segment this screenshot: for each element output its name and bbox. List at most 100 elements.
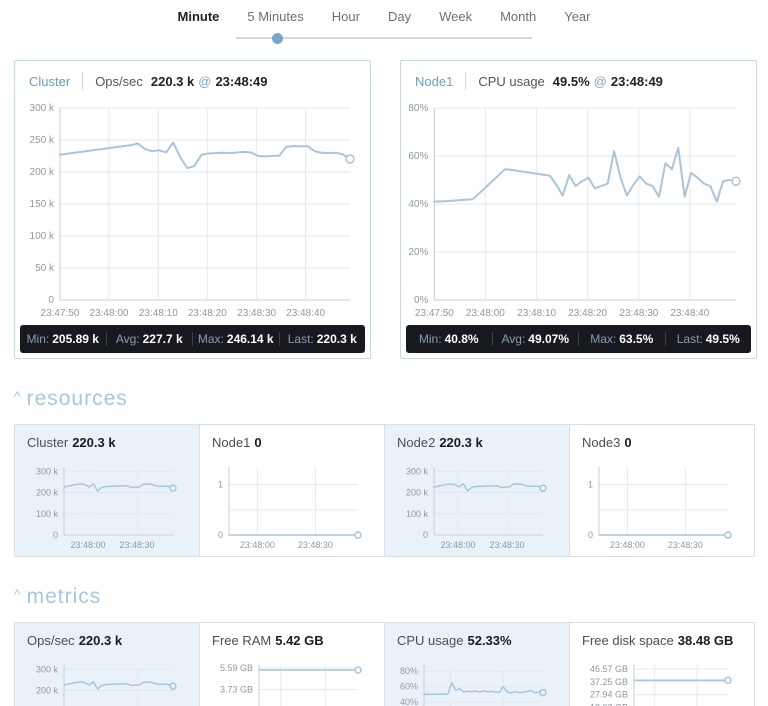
section-title: resources	[26, 387, 128, 410]
card-value: 220.3 k	[78, 633, 123, 648]
svg-text:23:48:00: 23:48:00	[240, 540, 275, 550]
svg-text:23:48:40: 23:48:40	[670, 308, 709, 319]
svg-text:27.94 GB: 27.94 GB	[590, 690, 628, 700]
slider-handle[interactable]	[271, 33, 283, 44]
svg-text:23:47:50: 23:47:50	[415, 308, 454, 319]
svg-text:300 k: 300 k	[30, 103, 55, 114]
svg-text:0: 0	[588, 530, 593, 540]
svg-text:300 k: 300 k	[406, 466, 429, 476]
card-value: 38.48 GB	[677, 633, 734, 648]
stat-avg: Avg: 49.07%	[491, 332, 579, 346]
svg-text:23:48:10: 23:48:10	[139, 308, 178, 319]
slider-track[interactable]	[236, 37, 532, 39]
svg-text:23:48:00: 23:48:00	[440, 540, 475, 550]
resources-cards-row: Cluster 220.3 k 300 k 200 k 100 k 0 23:48:00 2…	[14, 424, 755, 557]
card-value: 5.42 GB	[275, 633, 324, 648]
panel-header: Node1 CPU usage 49.5% @ 23:48:49	[401, 61, 756, 98]
tab-week[interactable]: Week	[439, 9, 473, 24]
time-range-slider[interactable]	[236, 32, 532, 45]
node3-sparkline[interactable]: 1 0 23:48:00 23:48:30	[582, 460, 742, 552]
resource-card-node3[interactable]: Node3 0 1 0 23:48:00 23:48:30	[569, 424, 755, 557]
tab-year[interactable]: Year	[564, 9, 591, 24]
svg-text:0%: 0%	[414, 295, 429, 306]
at-symbol-icon: @	[593, 73, 607, 89]
svg-text:300 k: 300 k	[36, 466, 59, 476]
metric-label: CPU usage	[478, 73, 545, 89]
tab-minute[interactable]: Minute	[177, 9, 220, 24]
svg-text:200 k: 200 k	[36, 686, 59, 696]
metrics-section-header[interactable]: ^ metrics	[14, 585, 768, 609]
panel-node1-cpu: Node1 CPU usage 49.5% @ 23:48:49 80% 60% 4…	[400, 60, 757, 359]
svg-text:20%: 20%	[408, 247, 428, 258]
node1-cpu-chart[interactable]: 80% 60% 40% 20% 0% 23:47:50 23:48:00 23:48:10 23…	[405, 98, 752, 320]
tab-5-minutes[interactable]: 5 Minutes	[247, 9, 304, 24]
card-value: 0	[254, 435, 262, 450]
svg-text:40%: 40%	[400, 697, 418, 706]
panel-cluster-ops: Cluster Ops/sec 220.3 k @ 23:48:49 300 k…	[14, 60, 371, 359]
svg-text:200 k: 200 k	[36, 488, 59, 498]
metric-card-free-disk[interactable]: Free disk space 38.48 GB 46.57 GB 37.25 GB…	[569, 622, 755, 706]
cluster-sparkline[interactable]: 300 k 200 k 100 k 0 23:48:00 23:48:30	[27, 460, 187, 552]
svg-text:0: 0	[48, 295, 54, 306]
svg-text:60%: 60%	[408, 151, 428, 162]
card-name: Node3	[582, 435, 621, 450]
tab-day[interactable]: Day	[387, 9, 412, 24]
tab-month[interactable]: Month	[500, 9, 537, 24]
svg-text:23:48:00: 23:48:00	[610, 540, 645, 550]
svg-text:5.59 GB: 5.59 GB	[220, 663, 253, 673]
svg-text:23:47:50: 23:47:50	[41, 308, 80, 319]
svg-text:0: 0	[53, 530, 58, 540]
card-value: 52.33%	[467, 633, 512, 648]
svg-text:23:48:30: 23:48:30	[668, 540, 703, 550]
metric-label: Ops/sec	[95, 73, 143, 89]
node2-sparkline[interactable]: 300 k 200 k 100 k 0 23:48:00 23:48:30	[397, 460, 557, 552]
card-name: CPU usage	[397, 633, 464, 648]
tab-hour[interactable]: Hour	[331, 9, 360, 24]
time-range-tabs: Minute 5 Minutes Hour Day Week Month Yea…	[0, 0, 768, 24]
card-name: Free RAM	[212, 633, 272, 648]
svg-text:80%: 80%	[400, 666, 418, 676]
svg-text:50 k: 50 k	[35, 263, 55, 274]
cluster-ops-chart[interactable]: 300 k 250 k 200 k 150 k 100 k 50 k 0 23:47:50 23…	[19, 98, 366, 320]
metric-value: 49.5%	[552, 73, 590, 89]
panel-header: Cluster Ops/sec 220.3 k @ 23:48:49	[15, 61, 370, 98]
card-value: 0	[624, 435, 632, 450]
entity-link-cluster[interactable]: Cluster	[29, 73, 71, 89]
svg-text:46.57 GB: 46.57 GB	[590, 664, 628, 674]
svg-text:100 k: 100 k	[36, 509, 59, 519]
stat-max: Max: 246.14 k	[192, 332, 279, 346]
resources-section-header[interactable]: ^ resources	[14, 387, 768, 411]
svg-text:100 k: 100 k	[406, 509, 429, 519]
resource-card-node2[interactable]: Node2 220.3 k 300 k 200 k 100 k 0 23:48:00 23:…	[384, 424, 570, 557]
entity-link-node1[interactable]: Node1	[415, 73, 454, 89]
card-name: Ops/sec	[27, 633, 75, 648]
svg-text:40%: 40%	[408, 199, 428, 210]
svg-text:150 k: 150 k	[30, 199, 55, 210]
resource-card-cluster[interactable]: Cluster 220.3 k 300 k 200 k 100 k 0 23:48:00 2…	[14, 424, 200, 557]
svg-text:300 k: 300 k	[36, 664, 59, 674]
stat-last: Last: 220.3 k	[278, 332, 366, 346]
stat-min: Min: 205.89 k	[26, 332, 99, 346]
card-name: Node2	[397, 435, 436, 450]
svg-text:200 k: 200 k	[406, 488, 429, 498]
header-divider	[82, 72, 84, 90]
card-name: Cluster	[27, 435, 69, 450]
at-symbol-icon: @	[198, 73, 212, 89]
svg-text:23:48:20: 23:48:20	[188, 308, 227, 319]
node1-sparkline[interactable]: 1 0 23:48:00 23:48:30	[212, 460, 372, 552]
svg-text:23:48:00: 23:48:00	[466, 308, 505, 319]
svg-text:250 k: 250 k	[30, 135, 55, 146]
svg-text:23:48:30: 23:48:30	[120, 540, 155, 550]
resource-card-node1[interactable]: Node1 0 1 0 23:48:00 23:48:30	[199, 424, 385, 557]
svg-text:23:48:30: 23:48:30	[298, 540, 333, 550]
svg-text:1: 1	[588, 480, 593, 490]
svg-text:0: 0	[218, 530, 223, 540]
